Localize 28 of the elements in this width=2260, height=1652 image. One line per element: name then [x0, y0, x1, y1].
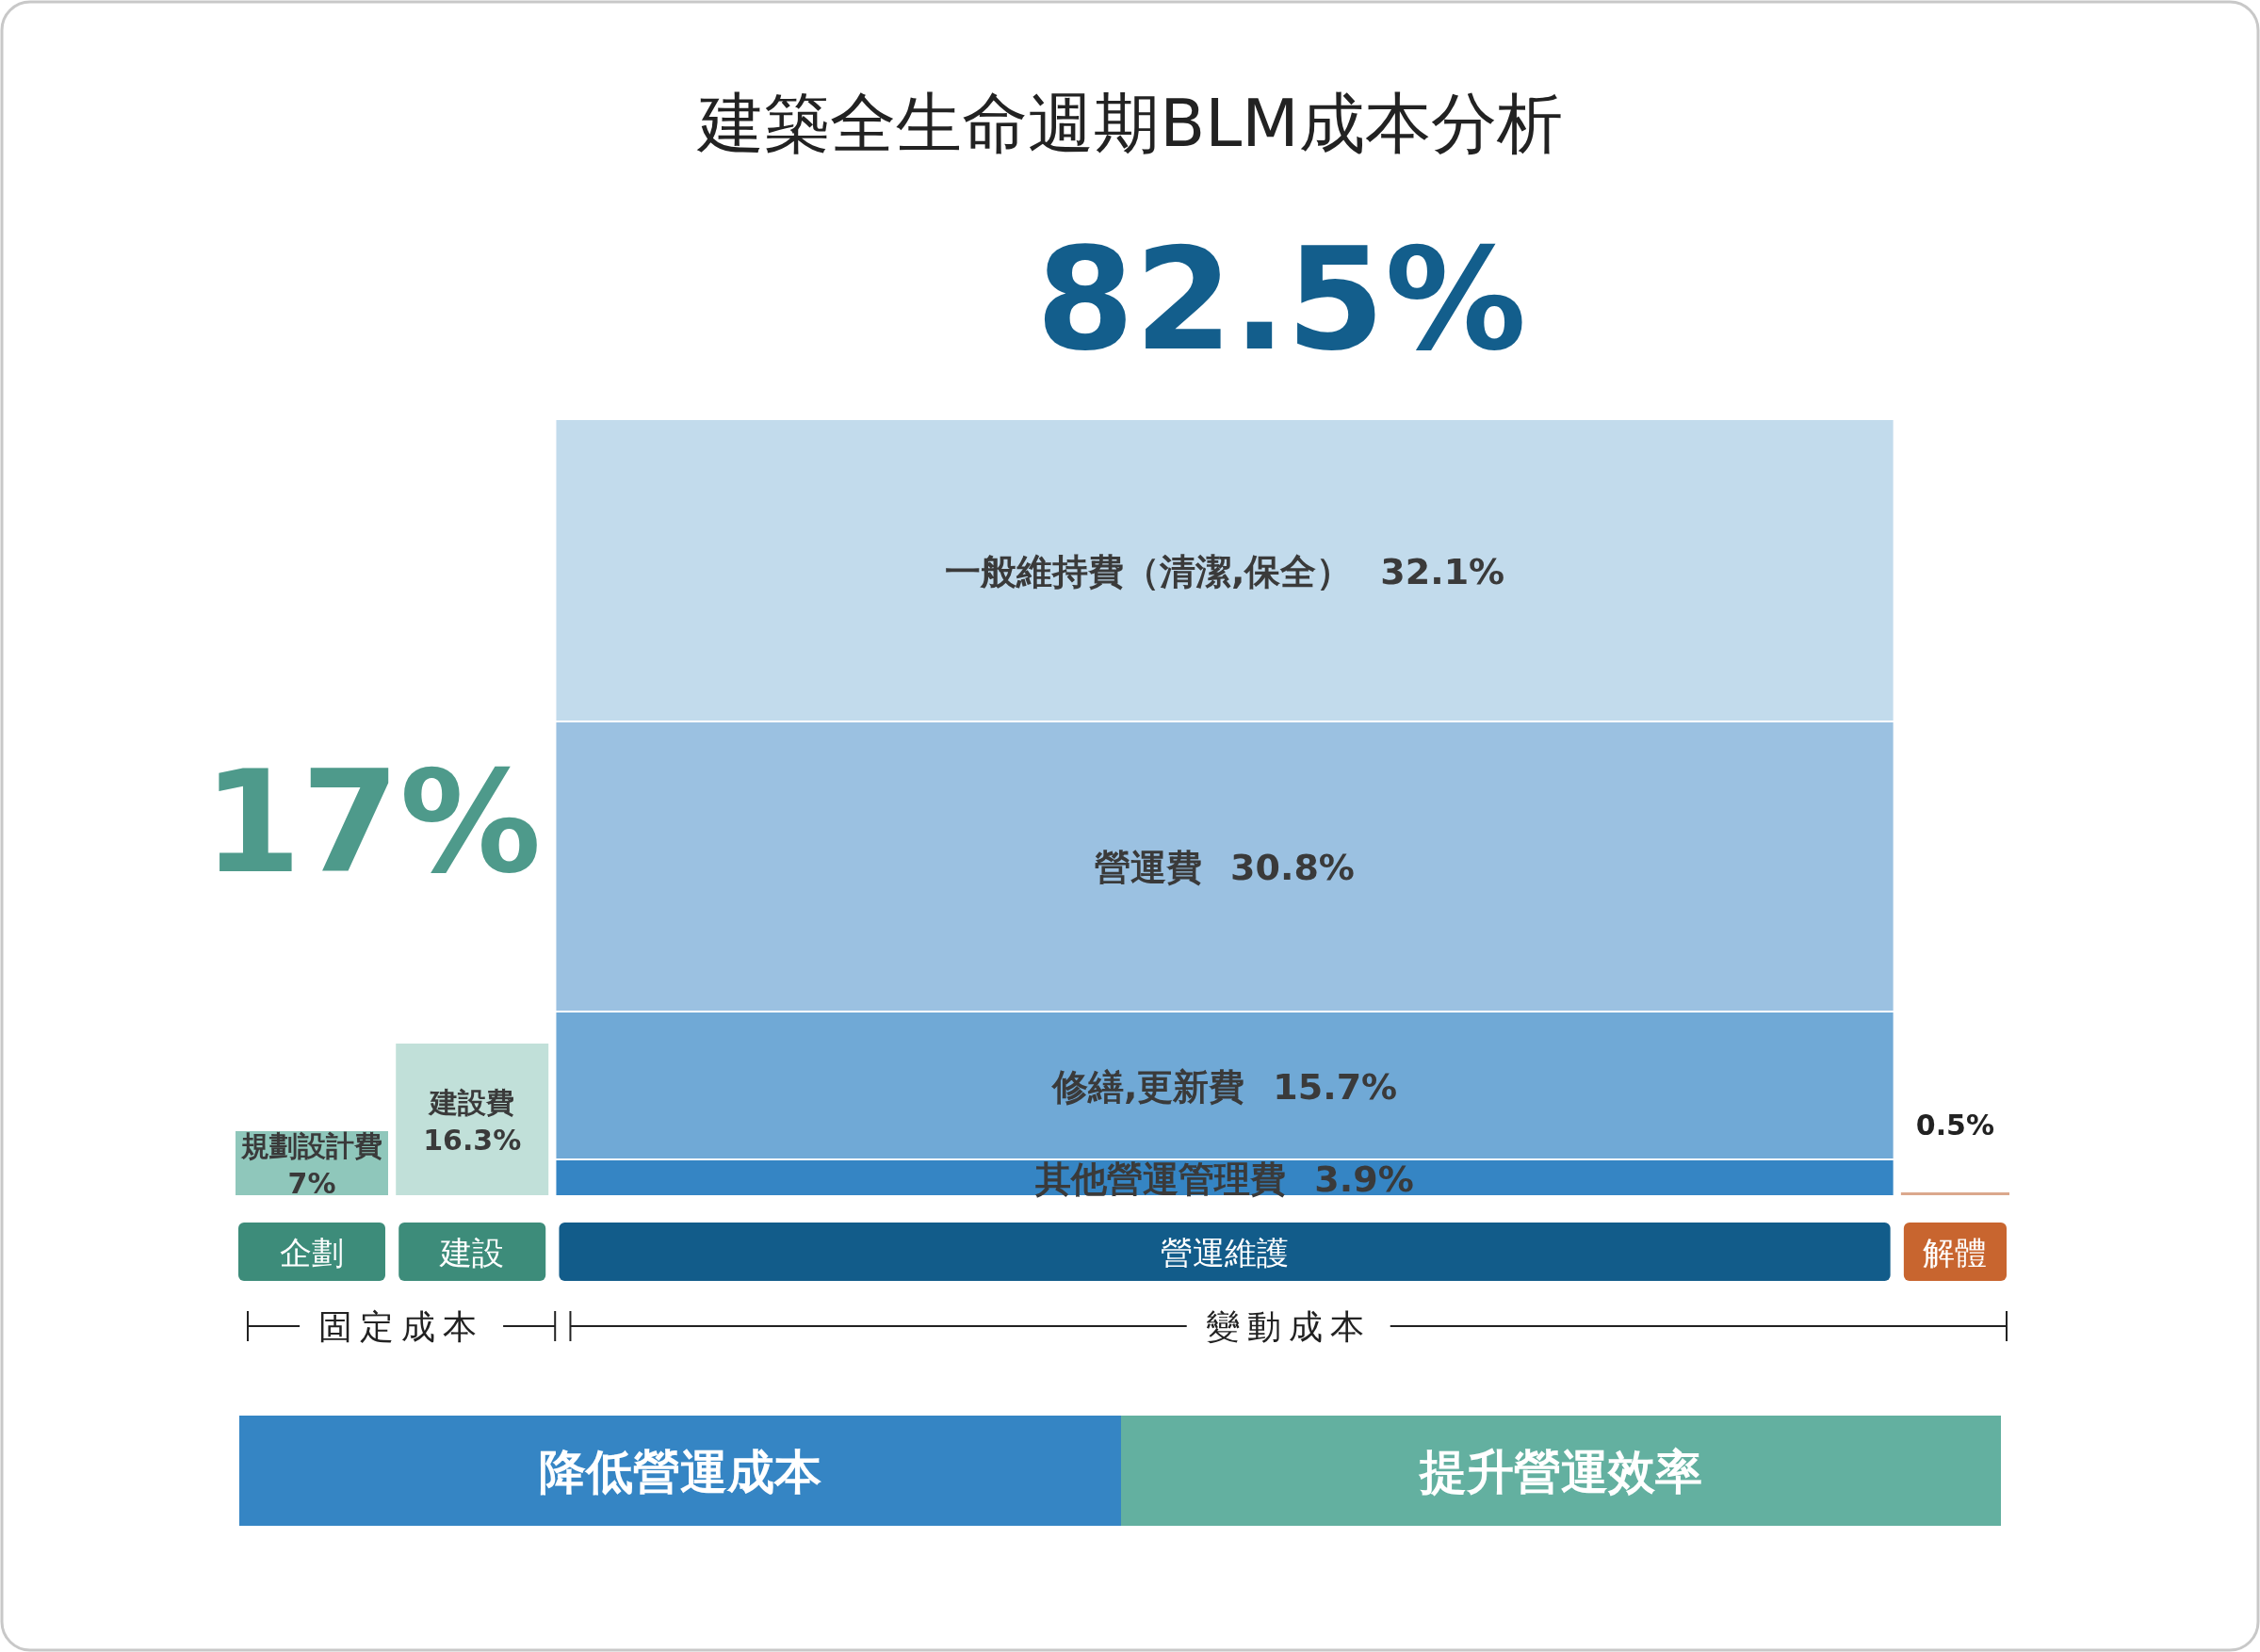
series-label: 修繕,更新費: [1049, 1065, 1245, 1108]
category: 解體: [1903, 1223, 2007, 1281]
chart-title: 建築全生命週期BLM成本分析: [696, 85, 1563, 162]
series-label: 建設費: [428, 1085, 515, 1119]
data-label: 7%: [287, 1167, 336, 1200]
data-label: 30.8%: [1230, 847, 1355, 888]
data-label: 15.7%: [1273, 1065, 1398, 1108]
series-label: 營運費: [1095, 847, 1203, 888]
series-label: 規劃設計費: [239, 1129, 382, 1162]
series-label: 其他營運管理費: [1034, 1158, 1287, 1200]
text: 固定成本: [318, 1307, 485, 1346]
category: 營運維護: [559, 1223, 1891, 1281]
x-tick-label: 營運維護: [1161, 1234, 1290, 1271]
text: 82.5%: [1035, 218, 1527, 381]
x-tick-label: 解體: [1923, 1234, 1988, 1271]
text: 變動成本: [1205, 1307, 1372, 1346]
series-label: 一般維持費（清潔,保全）: [944, 550, 1353, 592]
data-label: 32.1%: [1380, 550, 1505, 592]
category: 企劃: [238, 1223, 385, 1281]
annotation: 17%: [203, 740, 542, 904]
data-label: 16.3%: [423, 1123, 522, 1157]
category: 建設: [398, 1223, 546, 1281]
x-tick-label: 企劃: [279, 1234, 344, 1271]
x-tick-label: 建設: [439, 1234, 505, 1271]
banner: 降低營運成本: [239, 1416, 1121, 1526]
banner: 提升營運效率: [1121, 1416, 2001, 1526]
data-label: 3.9%: [1314, 1158, 1414, 1200]
data-label: 0.5%: [1915, 1109, 1995, 1142]
